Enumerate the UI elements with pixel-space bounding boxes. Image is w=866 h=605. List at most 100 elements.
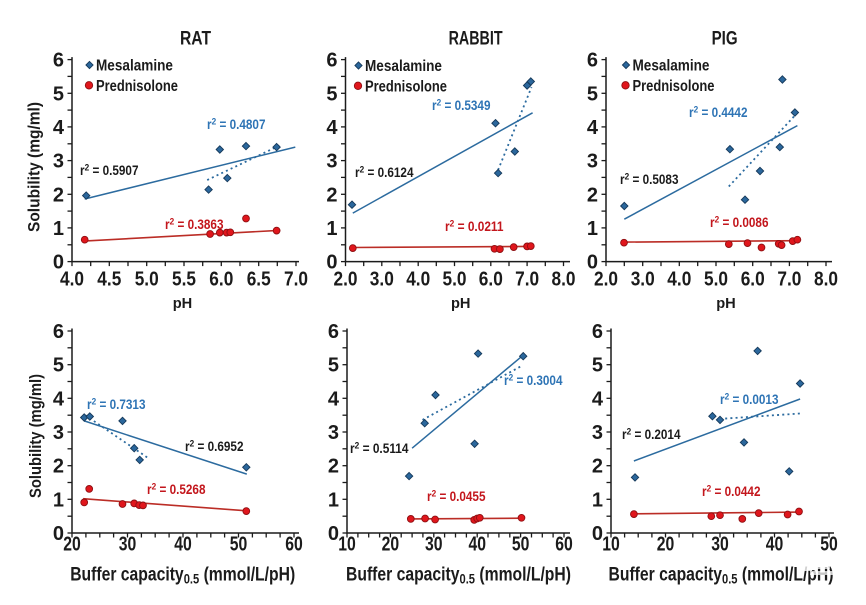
svg-text:4.5: 4.5 bbox=[97, 269, 121, 291]
svg-text:40: 40 bbox=[766, 534, 784, 556]
svg-text:Buffer capacity0.5 (mmol/L/pH): Buffer capacity0.5 (mmol/L/pH) bbox=[609, 565, 834, 587]
svg-text:RABBIT: RABBIT bbox=[449, 29, 503, 50]
svg-text:30: 30 bbox=[119, 534, 137, 556]
svg-text:r2 = 0.6952: r2 = 0.6952 bbox=[185, 439, 244, 455]
svg-text:2: 2 bbox=[587, 184, 598, 206]
svg-text:r2 = 0.0013: r2 = 0.0013 bbox=[720, 392, 779, 408]
svg-text:3: 3 bbox=[326, 151, 337, 173]
svg-text:r2 = 0.0455: r2 = 0.0455 bbox=[427, 489, 486, 505]
svg-text:6: 6 bbox=[587, 50, 598, 72]
svg-text:50: 50 bbox=[230, 534, 248, 556]
svg-text:6: 6 bbox=[326, 50, 337, 72]
svg-text:0: 0 bbox=[326, 252, 337, 274]
svg-text:5: 5 bbox=[53, 355, 64, 377]
svg-text:2: 2 bbox=[53, 184, 64, 206]
svg-text:PIG: PIG bbox=[712, 29, 738, 50]
svg-text:50: 50 bbox=[512, 534, 530, 556]
svg-text:5: 5 bbox=[328, 355, 339, 377]
svg-text:3.0: 3.0 bbox=[370, 269, 394, 291]
svg-text:7.0: 7.0 bbox=[515, 269, 539, 291]
svg-text:8.0: 8.0 bbox=[814, 269, 838, 291]
svg-text:6: 6 bbox=[328, 321, 339, 343]
svg-text:60: 60 bbox=[285, 534, 303, 556]
svg-text:4.0: 4.0 bbox=[406, 269, 430, 291]
svg-text:2: 2 bbox=[592, 456, 603, 478]
svg-text:1: 1 bbox=[328, 489, 339, 511]
svg-text:6.0: 6.0 bbox=[209, 269, 233, 291]
svg-text:5.0: 5.0 bbox=[704, 269, 728, 291]
svg-text:Solubility (mg/ml): Solubility (mg/ml) bbox=[26, 374, 45, 498]
svg-text:5: 5 bbox=[592, 355, 603, 377]
svg-text:40: 40 bbox=[468, 534, 486, 556]
svg-text:4: 4 bbox=[587, 117, 599, 139]
svg-text:2.0: 2.0 bbox=[594, 269, 618, 291]
svg-text:10: 10 bbox=[602, 534, 620, 556]
svg-text:RAT: RAT bbox=[180, 29, 211, 50]
svg-text:2: 2 bbox=[326, 184, 337, 206]
svg-text:10: 10 bbox=[338, 534, 356, 556]
svg-text:6: 6 bbox=[592, 321, 603, 343]
svg-text:Mesalamine: Mesalamine bbox=[96, 58, 173, 75]
svg-text:r2 = 0.4807: r2 = 0.4807 bbox=[207, 117, 266, 133]
svg-text:Solubility (mg/ml): Solubility (mg/ml) bbox=[25, 102, 44, 232]
svg-text:r2 = 0.6124: r2 = 0.6124 bbox=[355, 165, 414, 181]
svg-text:30: 30 bbox=[425, 534, 443, 556]
svg-text:pH: pH bbox=[451, 295, 471, 312]
svg-text:Mesalamine: Mesalamine bbox=[365, 58, 442, 75]
svg-text:Prednisolone: Prednisolone bbox=[96, 78, 178, 95]
svg-text:r2 = 0.5907: r2 = 0.5907 bbox=[80, 163, 139, 179]
svg-text:4: 4 bbox=[592, 388, 604, 410]
svg-text:1: 1 bbox=[326, 218, 337, 240]
svg-text:Buffer capacity0.5 (mmol/L/pH): Buffer capacity0.5 (mmol/L/pH) bbox=[70, 565, 295, 587]
svg-text:r2 = 0.5114: r2 = 0.5114 bbox=[350, 441, 409, 457]
svg-text:6.0: 6.0 bbox=[479, 269, 503, 291]
svg-text:0: 0 bbox=[587, 252, 598, 274]
svg-text:r2 = 0.0442: r2 = 0.0442 bbox=[702, 484, 761, 500]
svg-text:30: 30 bbox=[711, 534, 729, 556]
svg-text:Buffer capacity0.5 (mmol/L/pH): Buffer capacity0.5 (mmol/L/pH) bbox=[346, 565, 571, 587]
svg-text:r2 = 0.4442: r2 = 0.4442 bbox=[689, 105, 748, 121]
svg-text:Prednisolone: Prednisolone bbox=[365, 78, 447, 95]
svg-text:0: 0 bbox=[328, 523, 339, 545]
svg-text:Prednisolone: Prednisolone bbox=[633, 78, 715, 95]
svg-text:3: 3 bbox=[53, 151, 64, 173]
svg-text:3.0: 3.0 bbox=[631, 269, 655, 291]
svg-text:0: 0 bbox=[53, 252, 64, 274]
svg-text:r2 = 0.0086: r2 = 0.0086 bbox=[710, 215, 769, 231]
svg-text:3: 3 bbox=[328, 422, 339, 444]
svg-text:40: 40 bbox=[174, 534, 192, 556]
svg-text:2.0: 2.0 bbox=[334, 269, 358, 291]
svg-text:5.0: 5.0 bbox=[135, 269, 159, 291]
svg-text:5: 5 bbox=[326, 83, 337, 105]
svg-text:60: 60 bbox=[555, 534, 573, 556]
svg-text:4: 4 bbox=[53, 117, 65, 139]
svg-text:r2 = 0.5349: r2 = 0.5349 bbox=[432, 98, 491, 114]
svg-text:5.0: 5.0 bbox=[443, 269, 467, 291]
svg-text:3: 3 bbox=[592, 422, 603, 444]
svg-text:50: 50 bbox=[820, 534, 838, 556]
svg-text:r2 = 0.5083: r2 = 0.5083 bbox=[620, 172, 679, 188]
svg-text:6: 6 bbox=[53, 321, 64, 343]
svg-text:1: 1 bbox=[587, 218, 598, 240]
svg-text:2: 2 bbox=[53, 456, 64, 478]
svg-text:Mesalamine: Mesalamine bbox=[633, 58, 710, 75]
svg-text:2: 2 bbox=[328, 456, 339, 478]
svg-text:r2 = 0.7313: r2 = 0.7313 bbox=[87, 397, 146, 413]
svg-text:5: 5 bbox=[587, 83, 598, 105]
svg-text:1: 1 bbox=[592, 489, 603, 511]
svg-text:6.0: 6.0 bbox=[741, 269, 765, 291]
svg-text:20: 20 bbox=[657, 534, 675, 556]
svg-text:5.5: 5.5 bbox=[172, 269, 196, 291]
svg-text:7.0: 7.0 bbox=[777, 269, 801, 291]
svg-text:0: 0 bbox=[592, 523, 603, 545]
svg-text:pH: pH bbox=[716, 295, 736, 312]
svg-text:20: 20 bbox=[63, 534, 81, 556]
svg-text:r2 = 0.3863: r2 = 0.3863 bbox=[165, 217, 224, 233]
svg-text:5: 5 bbox=[53, 83, 64, 105]
svg-text:4: 4 bbox=[328, 388, 340, 410]
svg-text:r2 = 0.5268: r2 = 0.5268 bbox=[147, 482, 206, 498]
svg-text:8.0: 8.0 bbox=[552, 269, 576, 291]
svg-text:4: 4 bbox=[326, 117, 338, 139]
svg-text:1: 1 bbox=[53, 218, 64, 240]
svg-text:0: 0 bbox=[53, 523, 64, 545]
